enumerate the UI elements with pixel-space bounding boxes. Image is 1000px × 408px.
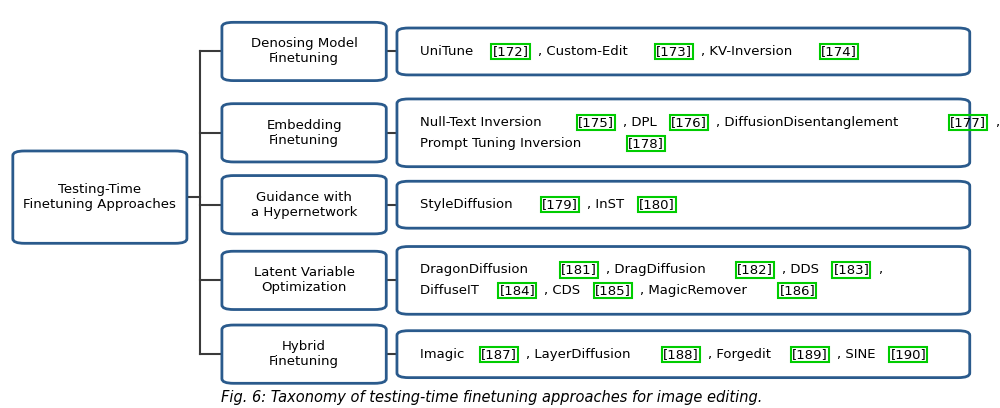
Text: , CDS: , CDS [544,284,585,297]
Text: UniTune: UniTune [420,45,478,58]
Text: , DDS: , DDS [782,264,823,277]
FancyBboxPatch shape [397,28,970,75]
Text: [178]: [178] [628,137,664,150]
Text: StyleDiffusion: StyleDiffusion [420,198,517,211]
Text: [173]: [173] [656,45,692,58]
FancyBboxPatch shape [222,104,386,162]
FancyBboxPatch shape [222,325,386,383]
Text: , DPL: , DPL [623,116,661,129]
Text: [184]: [184] [500,284,535,297]
Text: , DragDiffusion: , DragDiffusion [606,264,710,277]
FancyBboxPatch shape [13,151,187,243]
Text: ,: , [995,116,999,129]
Text: , Custom-Edit: , Custom-Edit [538,45,632,58]
Text: , LayerDiffusion: , LayerDiffusion [526,348,635,361]
Text: Prompt Tuning Inversion: Prompt Tuning Inversion [420,137,586,150]
Text: DragonDiffusion: DragonDiffusion [420,264,533,277]
Text: [185]: [185] [595,284,631,297]
Text: DiffuseIT: DiffuseIT [420,284,483,297]
FancyBboxPatch shape [397,99,970,167]
Text: Null-Text Inversion: Null-Text Inversion [420,116,546,129]
Text: [177]: [177] [950,116,986,129]
Text: Embedding
Finetuning: Embedding Finetuning [266,119,342,147]
Text: Imagic: Imagic [420,348,469,361]
Text: ,: , [878,264,883,277]
Text: [181]: [181] [561,264,597,277]
Text: [175]: [175] [578,116,614,129]
Text: [179]: [179] [542,198,578,211]
FancyBboxPatch shape [222,22,386,81]
Text: [187]: [187] [481,348,517,361]
Text: [188]: [188] [663,348,699,361]
Text: , MagicRemover: , MagicRemover [640,284,751,297]
Text: Fig. 6: Taxonomy of testing-time finetuning approaches for image editing.: Fig. 6: Taxonomy of testing-time finetun… [221,390,762,405]
Text: [172]: [172] [492,45,528,58]
Text: Guidance with
a Hypernetwork: Guidance with a Hypernetwork [251,191,357,219]
Text: [183]: [183] [833,264,869,277]
Text: [186]: [186] [779,284,815,297]
Text: [176]: [176] [671,116,707,129]
Text: [180]: [180] [639,198,675,211]
Text: , Forgedit: , Forgedit [708,348,775,361]
Text: [182]: [182] [737,264,773,277]
Text: [174]: [174] [821,45,856,58]
Text: Testing-Time
Finetuning Approaches: Testing-Time Finetuning Approaches [23,183,176,211]
FancyBboxPatch shape [222,251,386,310]
Text: , DiffusionDisentanglement: , DiffusionDisentanglement [716,116,903,129]
Text: [189]: [189] [792,348,828,361]
Text: , SINE: , SINE [837,348,880,361]
FancyBboxPatch shape [397,246,970,314]
Text: , KV-Inversion: , KV-Inversion [701,45,796,58]
Text: Hybrid
Finetuning: Hybrid Finetuning [269,340,339,368]
FancyBboxPatch shape [397,181,970,228]
Text: , InST: , InST [587,198,628,211]
Text: Denosing Model
Finetuning: Denosing Model Finetuning [251,38,358,65]
Text: [190]: [190] [891,348,926,361]
FancyBboxPatch shape [222,175,386,234]
FancyBboxPatch shape [397,331,970,378]
Text: Latent Variable
Optimization: Latent Variable Optimization [254,266,355,295]
